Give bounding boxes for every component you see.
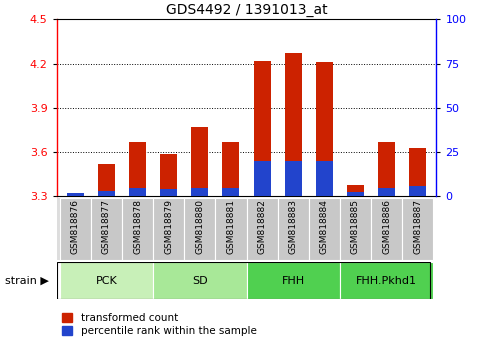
Bar: [316, 62, 333, 196]
Bar: [191, 188, 209, 196]
Text: SD: SD: [192, 275, 208, 286]
Bar: [253, 61, 271, 196]
Text: PCK: PCK: [96, 275, 117, 286]
Bar: [284, 53, 302, 196]
Bar: [67, 194, 84, 196]
Bar: [222, 188, 240, 196]
Bar: [347, 192, 364, 196]
Bar: [98, 191, 115, 196]
Bar: [98, 164, 115, 196]
Text: GSM818884: GSM818884: [320, 200, 329, 255]
Bar: [153, 198, 184, 260]
Text: GSM818886: GSM818886: [382, 200, 391, 255]
Bar: [409, 148, 426, 196]
Bar: [284, 161, 302, 196]
Bar: [129, 142, 146, 196]
Text: GSM818879: GSM818879: [164, 200, 173, 255]
Bar: [378, 188, 395, 196]
Bar: [246, 198, 278, 260]
Bar: [222, 142, 240, 196]
Text: GSM818880: GSM818880: [195, 200, 204, 255]
Bar: [160, 154, 177, 196]
Bar: [91, 198, 122, 260]
Bar: [215, 198, 246, 260]
Text: GSM818883: GSM818883: [289, 200, 298, 255]
Bar: [409, 186, 426, 196]
Bar: [378, 142, 395, 196]
Bar: [191, 127, 209, 196]
Bar: [253, 161, 271, 196]
Bar: [60, 262, 153, 299]
Bar: [246, 262, 340, 299]
Title: GDS4492 / 1391013_at: GDS4492 / 1391013_at: [166, 3, 327, 17]
Bar: [371, 198, 402, 260]
Bar: [160, 189, 177, 196]
Text: FHH: FHH: [282, 275, 305, 286]
Bar: [347, 185, 364, 196]
Bar: [278, 198, 309, 260]
Bar: [129, 188, 146, 196]
Bar: [184, 198, 215, 260]
Text: GSM818876: GSM818876: [71, 200, 80, 255]
Bar: [153, 262, 246, 299]
Text: GSM818885: GSM818885: [351, 200, 360, 255]
Bar: [402, 198, 433, 260]
Text: strain ▶: strain ▶: [5, 275, 49, 286]
Text: GSM818881: GSM818881: [226, 200, 236, 255]
Bar: [122, 198, 153, 260]
Text: GSM818878: GSM818878: [133, 200, 142, 255]
Bar: [340, 262, 433, 299]
Bar: [316, 161, 333, 196]
Legend: transformed count, percentile rank within the sample: transformed count, percentile rank withi…: [62, 313, 256, 336]
Text: GSM818882: GSM818882: [257, 200, 267, 255]
Text: GSM818887: GSM818887: [413, 200, 422, 255]
Bar: [309, 198, 340, 260]
Text: GSM818877: GSM818877: [102, 200, 111, 255]
Bar: [67, 193, 84, 196]
Bar: [340, 198, 371, 260]
Bar: [60, 198, 91, 260]
Text: FHH.Pkhd1: FHH.Pkhd1: [356, 275, 417, 286]
